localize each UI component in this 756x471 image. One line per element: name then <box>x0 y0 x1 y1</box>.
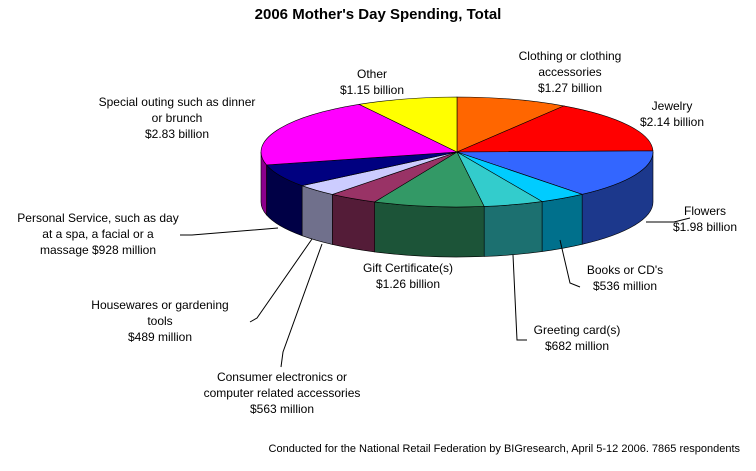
slice-label-line: $2.83 billion <box>144 127 210 141</box>
slice-label-line: $1.27 billion <box>537 81 603 95</box>
slice-label-line: $1.26 billion <box>375 277 441 291</box>
pie-top <box>260 96 654 208</box>
slice-label-line: computer related accessories <box>203 386 361 400</box>
slice-label-housewares: Housewares or gardening tools $489 million <box>85 297 235 345</box>
slice-label-line: Greeting card(s) <box>533 323 621 337</box>
pie-side-greeting <box>483 201 543 257</box>
slice-label-line: $2.14 billion <box>639 115 705 129</box>
slice-label-line: Special outing such as dinner <box>98 95 256 109</box>
pie-slice-outing <box>260 104 459 166</box>
slice-label-line: tools <box>147 314 173 328</box>
slice-label-books: Books or CD's $536 million <box>570 262 680 294</box>
leader-line-books <box>559 239 581 288</box>
slice-label-greeting: Greeting card(s) $682 million <box>517 322 637 354</box>
slice-label-line: $563 million <box>249 402 315 416</box>
pie-slice-other <box>358 96 458 153</box>
pie-slice-gift <box>373 151 485 208</box>
pie-side-housewares <box>301 185 333 245</box>
leader-line-personal <box>180 227 279 236</box>
slice-label-line: Consumer electronics or <box>216 370 348 384</box>
slice-label-line: $489 million <box>127 330 193 344</box>
pie-side-electronics <box>332 194 375 253</box>
slice-label-line: Other <box>356 67 387 81</box>
slice-label-line: $1.15 billion <box>339 83 405 97</box>
slice-label-line: accessories <box>538 65 602 79</box>
slice-label-line: at a spa, a facial or a <box>42 227 154 241</box>
pie-slice-flowers <box>456 150 654 195</box>
pie-slice-jewelry <box>456 105 654 153</box>
slice-label-line: Books or CD's <box>586 263 664 277</box>
slice-label-line: $536 million <box>592 279 658 293</box>
slice-label-line: $682 million <box>544 339 610 353</box>
slice-label-line: Clothing or clothing <box>518 49 622 63</box>
chart-footnote: Conducted for the National Retail Federa… <box>268 443 740 455</box>
chart-title: 2006 Mother's Day Spending, Total <box>254 6 502 23</box>
slice-label-personal: Personal Service, such as day at a spa, a… <box>3 210 193 258</box>
slice-label-line: or brunch <box>151 111 203 125</box>
pie-slice-clothing <box>456 96 565 153</box>
pie-side-books <box>541 193 583 252</box>
slice-label-other: Other $1.15 billion <box>322 66 422 98</box>
slice-label-line: $1.98 billion <box>672 220 738 234</box>
leader-line-greeting <box>512 254 527 341</box>
pie-side-gift <box>374 201 485 258</box>
slice-label-electronics: Consumer electronics or computer related … <box>192 369 372 417</box>
slice-label-flowers: Flowers $1.98 billion <box>660 203 750 235</box>
slice-label-line: Flowers <box>683 204 726 218</box>
leader-line-housewares <box>249 238 313 323</box>
leader-line-flowers <box>646 217 691 223</box>
slice-label-clothing: Clothing or clothing accessories $1.27 bil… <box>495 48 645 96</box>
slice-label-line: Gift Certificate(s) <box>362 261 453 275</box>
leader-line-electronics <box>280 243 323 368</box>
slice-label-gift: Gift Certificate(s) $1.26 billion <box>343 260 473 292</box>
slice-label-line: Housewares or gardening <box>91 298 229 312</box>
slice-label-outing: Special outing such as dinner or brunch $2… <box>87 94 267 142</box>
leader-lines <box>180 217 691 368</box>
slice-label-line: massage $928 million <box>39 243 157 257</box>
slice-label-line: Personal Service, such as day <box>17 211 179 225</box>
slice-label-line: Jewelry <box>651 99 693 113</box>
slice-label-jewelry: Jewelry $2.14 billion <box>622 98 722 130</box>
